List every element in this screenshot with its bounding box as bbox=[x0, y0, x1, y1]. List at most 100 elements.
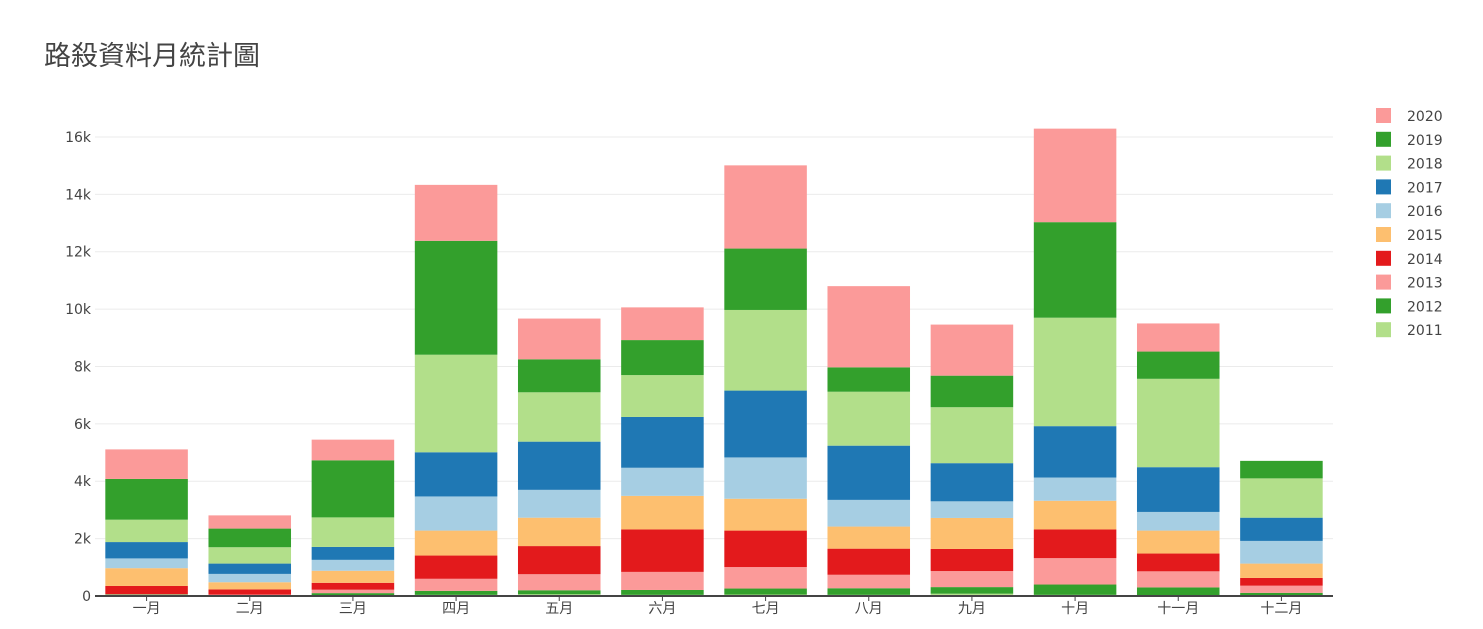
bar-segment-2017[interactable] bbox=[414, 452, 498, 497]
bar-segment-2019[interactable] bbox=[517, 359, 601, 393]
bar-segment-2015[interactable] bbox=[208, 582, 292, 590]
bar-segment-2015[interactable] bbox=[930, 517, 1014, 549]
bar-segment-2019[interactable] bbox=[930, 375, 1014, 408]
bar-segment-2018[interactable] bbox=[1240, 478, 1323, 518]
bar-segment-2017[interactable] bbox=[311, 546, 395, 560]
bar-segment-2015[interactable] bbox=[414, 530, 498, 556]
bar-segment-2012[interactable] bbox=[1033, 584, 1117, 595]
bar-segment-2014[interactable] bbox=[311, 582, 395, 590]
bar-segment-2017[interactable] bbox=[827, 445, 911, 500]
bar-segment-2018[interactable] bbox=[621, 375, 704, 417]
bar-segment-2015[interactable] bbox=[1136, 530, 1220, 554]
bar-segment-2020[interactable] bbox=[1033, 128, 1117, 223]
bar-segment-2018[interactable] bbox=[930, 407, 1014, 464]
bar-segment-2012[interactable] bbox=[1240, 592, 1323, 596]
legend-swatch-2017[interactable] bbox=[1376, 179, 1391, 195]
legend-swatch-2016[interactable] bbox=[1376, 203, 1391, 219]
bar-segment-2013[interactable] bbox=[930, 571, 1014, 588]
bar-segment-2016[interactable] bbox=[827, 499, 911, 527]
bar-segment-2020[interactable] bbox=[311, 439, 395, 461]
bar-segment-2018[interactable] bbox=[311, 517, 395, 547]
bar-segment-2020[interactable] bbox=[517, 318, 601, 360]
bar-segment-2014[interactable] bbox=[208, 589, 292, 595]
legend-label-2019[interactable]: 2019 bbox=[1407, 133, 1443, 149]
legend-swatch-2019[interactable] bbox=[1376, 131, 1391, 147]
bar-segment-2019[interactable] bbox=[724, 248, 807, 310]
bar-segment-2017[interactable] bbox=[930, 463, 1014, 502]
bar-segment-2016[interactable] bbox=[105, 558, 188, 569]
legend-label-2013[interactable]: 2013 bbox=[1407, 276, 1443, 292]
legend-swatch-2012[interactable] bbox=[1376, 298, 1391, 314]
legend-swatch-2020[interactable] bbox=[1376, 108, 1391, 123]
bar-segment-2012[interactable] bbox=[311, 593, 395, 596]
legend-label-2011[interactable]: 2011 bbox=[1407, 323, 1443, 339]
bar-segment-2017[interactable] bbox=[208, 563, 292, 574]
bar-segment-2016[interactable] bbox=[517, 489, 601, 518]
bar-segment-2017[interactable] bbox=[1033, 426, 1117, 478]
bar-segment-2015[interactable] bbox=[105, 568, 188, 586]
bar-segment-2016[interactable] bbox=[724, 457, 807, 499]
legend-label-2015[interactable]: 2015 bbox=[1407, 228, 1443, 244]
legend-swatch-2018[interactable] bbox=[1376, 155, 1391, 171]
bar-segment-2012[interactable] bbox=[724, 588, 807, 595]
bar-segment-2012[interactable] bbox=[105, 594, 188, 596]
bar-segment-2013[interactable] bbox=[724, 567, 807, 589]
bar-segment-2016[interactable] bbox=[1033, 477, 1117, 501]
bar-segment-2016[interactable] bbox=[414, 496, 498, 531]
bar-segment-2014[interactable] bbox=[1033, 529, 1117, 559]
bar-segment-2013[interactable] bbox=[517, 574, 601, 591]
bar-segment-2020[interactable] bbox=[208, 515, 292, 529]
bar-segment-2016[interactable] bbox=[1240, 540, 1323, 564]
bar-segment-2016[interactable] bbox=[311, 559, 395, 571]
bar-segment-2014[interactable] bbox=[621, 529, 704, 572]
legend-label-2018[interactable]: 2018 bbox=[1407, 157, 1443, 173]
bar-segment-2020[interactable] bbox=[1136, 323, 1220, 352]
bar-segment-2013[interactable] bbox=[1033, 558, 1117, 585]
bar-segment-2013[interactable] bbox=[621, 571, 704, 590]
bar-segment-2019[interactable] bbox=[311, 460, 395, 518]
bar-segment-2015[interactable] bbox=[827, 526, 911, 549]
bar-segment-2019[interactable] bbox=[1033, 222, 1117, 318]
legend-label-2012[interactable]: 2012 bbox=[1407, 299, 1443, 315]
bar-segment-2017[interactable] bbox=[621, 416, 704, 468]
bar-segment-2018[interactable] bbox=[105, 519, 188, 543]
bar-segment-2015[interactable] bbox=[311, 570, 395, 583]
bar-segment-2013[interactable] bbox=[414, 578, 498, 591]
bar-segment-2013[interactable] bbox=[1240, 585, 1323, 593]
bar-segment-2018[interactable] bbox=[724, 309, 807, 391]
bar-segment-2019[interactable] bbox=[208, 528, 292, 548]
bar-segment-2018[interactable] bbox=[517, 392, 601, 442]
bar-segment-2014[interactable] bbox=[105, 585, 188, 594]
legend-swatch-2015[interactable] bbox=[1376, 227, 1391, 242]
bar-segment-2011[interactable] bbox=[930, 593, 1014, 596]
bar-segment-2015[interactable] bbox=[1033, 500, 1117, 530]
legend-swatch-2013[interactable] bbox=[1376, 274, 1391, 290]
bar-segment-2014[interactable] bbox=[414, 555, 498, 579]
bar-segment-2017[interactable] bbox=[1136, 467, 1220, 512]
bar-segment-2018[interactable] bbox=[1136, 378, 1220, 468]
bar-segment-2017[interactable] bbox=[724, 390, 807, 458]
bar-segment-2020[interactable] bbox=[414, 184, 498, 241]
bar-segment-2012[interactable] bbox=[1136, 587, 1220, 596]
bar-segment-2019[interactable] bbox=[105, 478, 188, 520]
bar-segment-2014[interactable] bbox=[930, 548, 1014, 572]
bar-segment-2017[interactable] bbox=[517, 441, 601, 490]
bar-segment-2020[interactable] bbox=[724, 165, 807, 249]
bar-segment-2016[interactable] bbox=[621, 467, 704, 496]
bar-segment-2018[interactable] bbox=[414, 354, 498, 453]
bar-segment-2020[interactable] bbox=[105, 449, 188, 479]
bar-segment-2015[interactable] bbox=[517, 517, 601, 547]
legend-label-2016[interactable]: 2016 bbox=[1407, 204, 1443, 220]
legend-label-2017[interactable]: 2017 bbox=[1407, 180, 1443, 196]
bar-segment-2019[interactable] bbox=[1136, 351, 1220, 379]
bar-segment-2014[interactable] bbox=[1240, 577, 1323, 586]
bar-segment-2019[interactable] bbox=[414, 240, 498, 355]
bar-segment-2013[interactable] bbox=[208, 594, 292, 596]
bar-segment-2019[interactable] bbox=[827, 367, 911, 392]
bar-segment-2017[interactable] bbox=[105, 542, 188, 559]
bar-segment-2020[interactable] bbox=[827, 286, 911, 368]
bar-segment-2013[interactable] bbox=[311, 589, 395, 594]
bar-segment-2014[interactable] bbox=[827, 548, 911, 575]
bar-segment-2014[interactable] bbox=[1136, 553, 1220, 572]
bar-segment-2016[interactable] bbox=[930, 501, 1014, 518]
